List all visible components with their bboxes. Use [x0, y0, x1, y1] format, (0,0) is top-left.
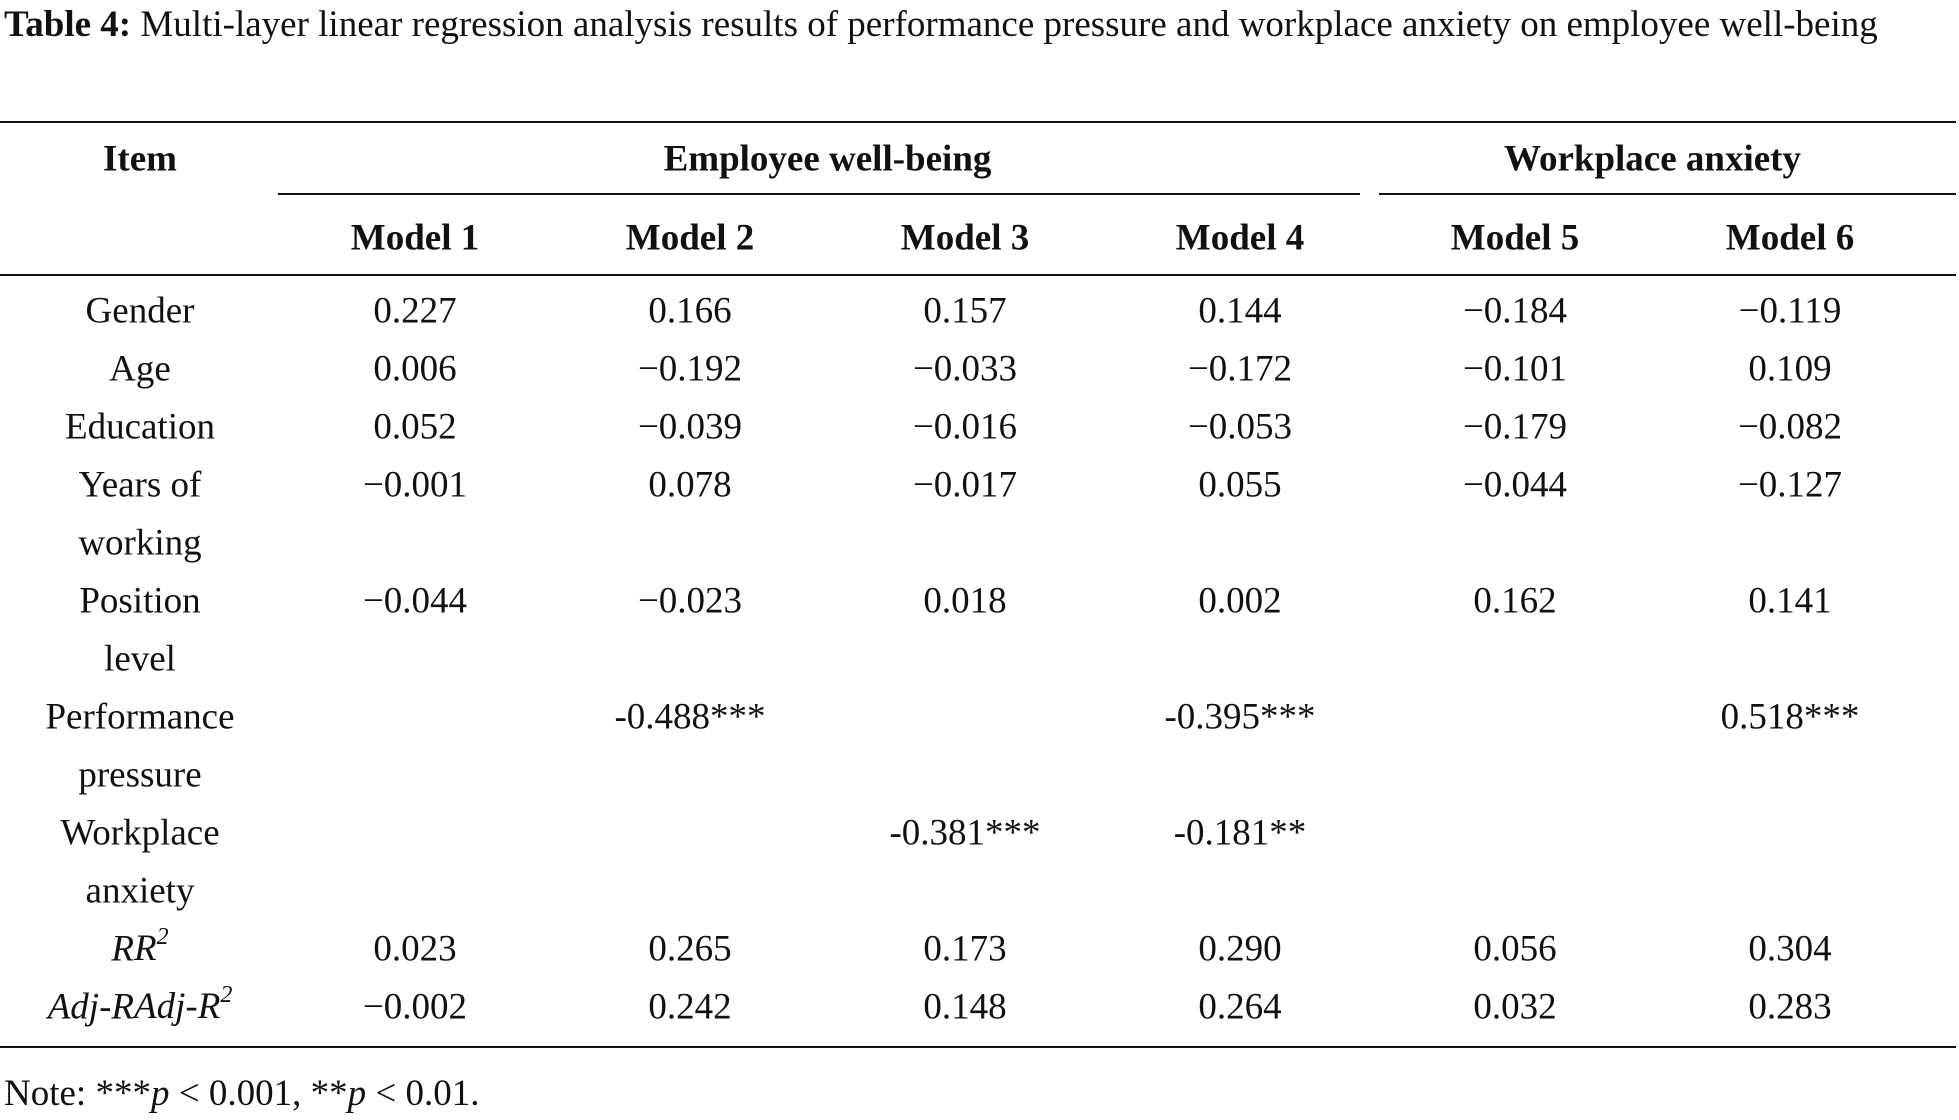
row-label: Gender: [86, 290, 195, 331]
cell: 0.055: [1198, 464, 1281, 505]
cell: −0.172: [1188, 348, 1292, 389]
cell: -0.181**: [1174, 812, 1307, 853]
cell: 0.032: [1473, 986, 1556, 1027]
row-label: working: [78, 522, 201, 563]
caption: Table 4: Multi-layer linear regression a…: [4, 0, 1954, 50]
note-part: Note: ***: [4, 1073, 151, 1114]
row-label: anxiety: [86, 870, 195, 911]
cell: 0.148: [923, 986, 1006, 1027]
caption-label: Table 4:: [4, 4, 132, 45]
cell: 0.078: [648, 464, 731, 505]
cell: -0.488***: [614, 696, 765, 737]
cell: 0.052: [373, 406, 456, 447]
row-label: pressure: [78, 754, 201, 795]
model-header: Model 6: [1726, 217, 1854, 258]
cell: 0.157: [923, 290, 1006, 331]
row-label: RR2: [110, 924, 168, 970]
cell: 0.264: [1198, 986, 1281, 1027]
cell: 0.290: [1198, 928, 1281, 969]
note: Note: ***p < 0.001, **p < 0.01.: [4, 1072, 479, 1115]
row-label-sup: 2: [157, 924, 169, 950]
row-label-text: R: [133, 928, 157, 969]
model-header: Model 5: [1451, 217, 1579, 258]
cell: −0.044: [363, 580, 467, 621]
row-label: Education: [65, 406, 215, 447]
cell: −0.119: [1739, 290, 1842, 331]
row-label: Years of: [79, 464, 202, 505]
model-header: Model 2: [626, 217, 754, 258]
row-label: Age: [109, 348, 171, 389]
cell: 0.144: [1198, 290, 1281, 331]
cell: 0.141: [1748, 580, 1831, 621]
cell: 0.283: [1748, 986, 1831, 1027]
cell: -0.381***: [889, 812, 1040, 853]
cell: −0.002: [363, 986, 467, 1027]
cell: −0.016: [913, 406, 1017, 447]
cell: −0.044: [1463, 464, 1567, 505]
cell: 0.056: [1473, 928, 1556, 969]
cell: 0.006: [373, 348, 456, 389]
row-label: Position: [79, 580, 200, 621]
cell: 0.023: [373, 928, 456, 969]
cell: 0.173: [923, 928, 1006, 969]
cell: -0.395***: [1164, 696, 1315, 737]
cell: −0.179: [1463, 406, 1567, 447]
model-header: Model 4: [1176, 217, 1304, 258]
cell: 0.518***: [1721, 696, 1860, 737]
row-label: level: [104, 638, 176, 679]
cell: 0.162: [1473, 580, 1556, 621]
note-part: p: [150, 1073, 170, 1114]
model-header: Model 1: [351, 217, 479, 258]
cell: 0.304: [1748, 928, 1831, 969]
cell: 0.265: [648, 928, 731, 969]
row-label: Adj-RAdj-R2: [45, 982, 233, 1028]
group-header: Employee well-being: [664, 138, 992, 179]
model-header: Model 3: [901, 217, 1029, 258]
cell: −0.101: [1463, 348, 1567, 389]
row-label: Performance: [45, 696, 234, 737]
cell: 0.227: [373, 290, 456, 331]
row-label-text: Adj-R: [131, 986, 220, 1027]
cell: −0.127: [1738, 464, 1842, 505]
row-label-sup: 2: [220, 982, 232, 1008]
cell: −0.184: [1463, 290, 1567, 331]
group-header: Workplace anxiety: [1504, 138, 1802, 179]
cell: −0.053: [1188, 406, 1292, 447]
cell: −0.001: [363, 464, 467, 505]
note-part: p: [347, 1073, 367, 1114]
cell: 0.109: [1748, 348, 1831, 389]
cell: −0.082: [1738, 406, 1842, 447]
cell: 0.018: [923, 580, 1006, 621]
caption-text: Multi-layer linear regression analysis r…: [140, 4, 1878, 45]
item-header: Item: [103, 138, 177, 179]
cell: −0.023: [638, 580, 742, 621]
cell: −0.039: [638, 406, 742, 447]
cell: −0.017: [913, 464, 1017, 505]
cell: −0.033: [913, 348, 1017, 389]
row-label: Workplace: [60, 812, 219, 853]
cell: −0.192: [638, 348, 742, 389]
cell: 0.002: [1198, 580, 1281, 621]
note-part: < 0.01.: [366, 1073, 480, 1114]
cell: 0.242: [648, 986, 731, 1027]
note-part: < 0.001, **: [169, 1073, 348, 1114]
cell: 0.166: [648, 290, 731, 331]
